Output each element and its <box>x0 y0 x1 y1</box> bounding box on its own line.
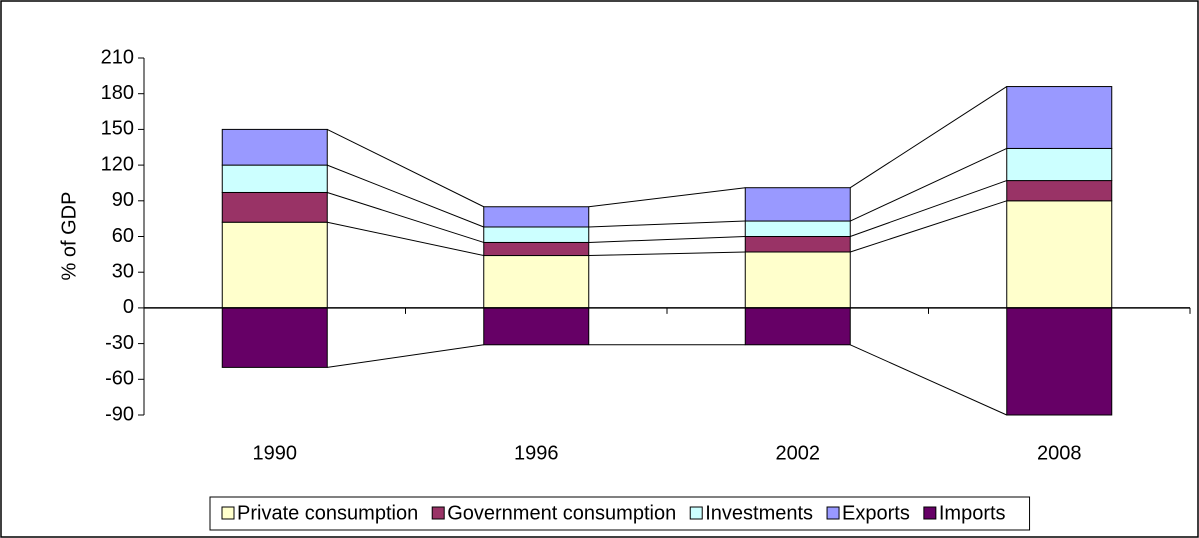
legend-box <box>209 496 1031 531</box>
y-tick-label: 60 <box>112 225 134 247</box>
y-axis-label: % of GDP <box>58 192 80 281</box>
x-tick-label: 2008 <box>1037 442 1082 464</box>
series-line <box>850 344 1007 416</box>
series-line <box>850 180 1007 237</box>
bar-segment <box>483 241 590 257</box>
bar-segment <box>1006 200 1113 309</box>
legend: Private consumption Government consumptio… <box>209 496 1031 531</box>
bar-segment <box>483 255 590 309</box>
y-tick-label: -30 <box>105 332 134 354</box>
bar-segment <box>221 221 328 309</box>
bar-segment <box>744 236 851 253</box>
bar-segment <box>744 251 851 309</box>
series-line <box>327 344 484 368</box>
legend-swatch <box>221 506 235 520</box>
bar-segment <box>1006 147 1113 182</box>
x-tick-label: 2002 <box>776 442 821 464</box>
bar-segment <box>483 226 590 243</box>
series-line <box>327 164 484 228</box>
legend-label: Imports <box>939 502 1006 524</box>
y-tick-label: 30 <box>112 260 134 282</box>
y-tick-label: 90 <box>112 189 134 211</box>
bar-segment <box>1006 86 1113 149</box>
series-line <box>588 187 746 208</box>
legend-swatch <box>826 506 840 520</box>
y-tick-label: 180 <box>101 82 134 104</box>
series-line <box>327 221 484 257</box>
bar-segment <box>1006 307 1113 416</box>
bar-segment <box>221 128 328 166</box>
legend-label: Private consumption <box>237 502 418 524</box>
series-line <box>849 86 1008 189</box>
series-line <box>327 191 484 243</box>
bar-segment <box>483 206 590 228</box>
legend-swatch <box>431 506 445 520</box>
bar-segment <box>744 307 851 346</box>
series-line <box>588 251 746 257</box>
series-line <box>588 236 746 243</box>
y-tick-label: 120 <box>101 153 134 175</box>
series-line <box>327 128 484 208</box>
y-tick-label: 150 <box>101 118 134 140</box>
bar-segment <box>221 191 328 223</box>
series-line <box>588 220 746 228</box>
y-tick-label: 0 <box>123 296 134 318</box>
bar-segment <box>221 307 328 368</box>
y-tick-label: -90 <box>105 403 134 425</box>
bar-segment <box>744 187 851 222</box>
series-line <box>850 200 1007 253</box>
legend-swatch <box>689 506 703 520</box>
y-tick-label: 210 <box>101 46 134 68</box>
legend-label: Investments <box>705 502 813 524</box>
legend-label: Government consumption <box>447 502 676 524</box>
bar-segment <box>744 220 851 237</box>
bar-segment <box>1006 180 1113 202</box>
x-tick-label: 1990 <box>253 442 298 464</box>
legend-swatch <box>923 506 937 520</box>
x-tick-label: 1996 <box>514 442 559 464</box>
bar-segment <box>483 307 590 346</box>
y-tick-label: -60 <box>105 368 134 390</box>
series-line <box>850 147 1007 222</box>
legend-label: Exports <box>842 502 910 524</box>
bar-segment <box>221 164 328 193</box>
